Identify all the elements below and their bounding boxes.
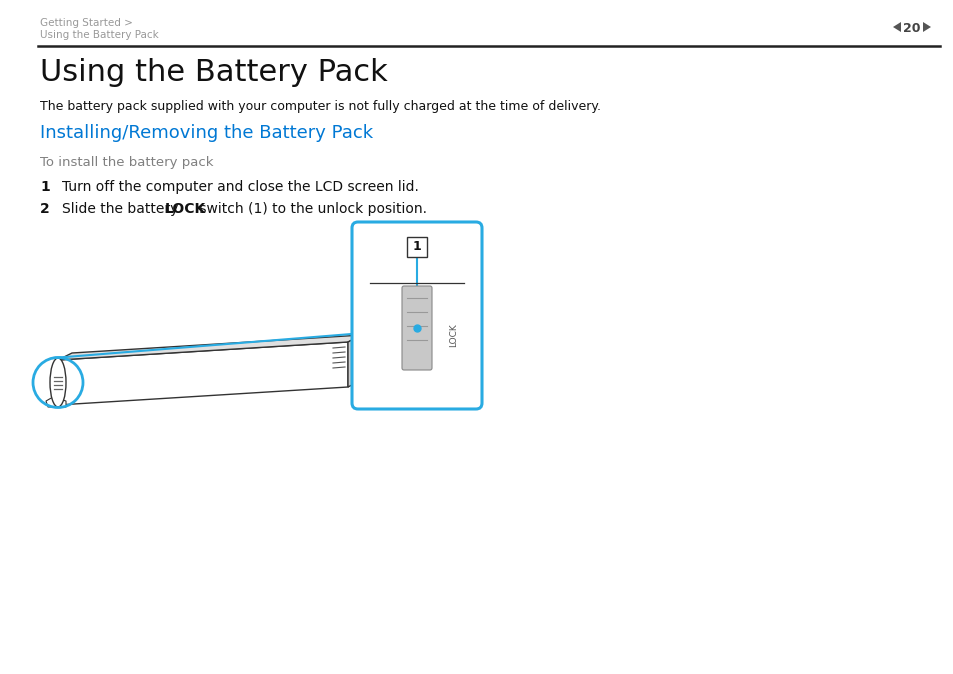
Text: To install the battery pack: To install the battery pack	[40, 156, 213, 169]
Polygon shape	[892, 22, 900, 32]
Text: Getting Started >: Getting Started >	[40, 18, 132, 28]
FancyBboxPatch shape	[407, 237, 427, 257]
Text: switch (1) to the unlock position.: switch (1) to the unlock position.	[194, 202, 427, 216]
Ellipse shape	[50, 358, 66, 407]
Text: Installing/Removing the Battery Pack: Installing/Removing the Battery Pack	[40, 124, 373, 142]
Polygon shape	[46, 397, 66, 407]
FancyBboxPatch shape	[401, 286, 432, 370]
Polygon shape	[348, 335, 361, 387]
Text: Using the Battery Pack: Using the Battery Pack	[40, 30, 158, 40]
Text: LOCK: LOCK	[165, 202, 206, 216]
Text: The battery pack supplied with your computer is not fully charged at the time of: The battery pack supplied with your comp…	[40, 100, 600, 113]
Text: Turn off the computer and close the LCD screen lid.: Turn off the computer and close the LCD …	[62, 180, 418, 194]
Text: LOCK: LOCK	[449, 323, 458, 347]
Text: 1: 1	[413, 241, 421, 253]
Text: 2: 2	[40, 202, 50, 216]
FancyBboxPatch shape	[352, 222, 481, 409]
Text: Slide the battery: Slide the battery	[62, 202, 183, 216]
Polygon shape	[58, 342, 348, 405]
Polygon shape	[58, 335, 361, 360]
Text: 20: 20	[902, 22, 920, 35]
Text: Using the Battery Pack: Using the Battery Pack	[40, 58, 387, 87]
Text: 1: 1	[40, 180, 50, 194]
Polygon shape	[923, 22, 930, 32]
